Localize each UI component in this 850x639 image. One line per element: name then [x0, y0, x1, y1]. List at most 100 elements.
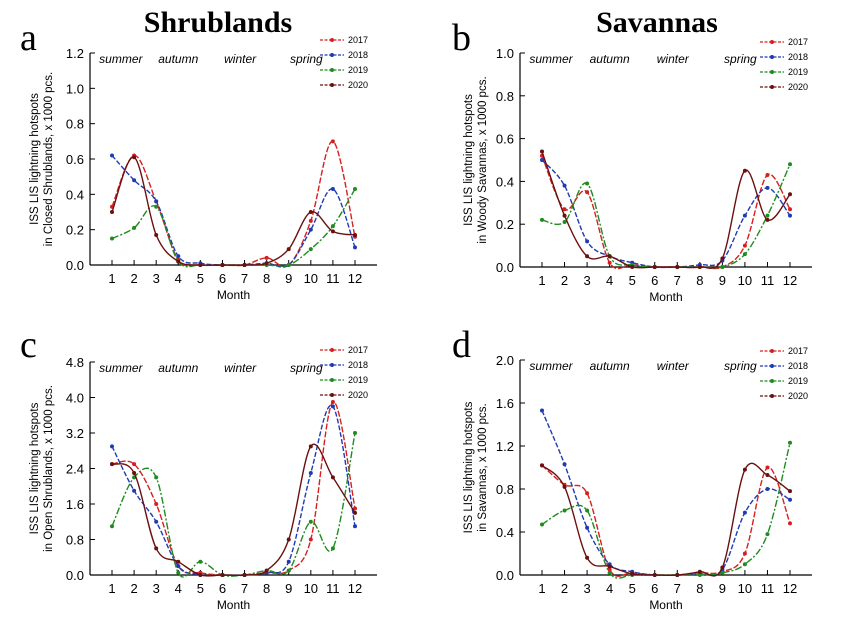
season-label-summer: summer [529, 52, 573, 66]
data-point-2020 [308, 444, 313, 449]
x-tick-label: 2 [561, 273, 568, 288]
x-tick-label: 8 [696, 581, 703, 596]
data-point-2020 [286, 247, 291, 252]
x-tick-label: 8 [263, 581, 270, 596]
y-axis-title: ISS LIS lightning hotspots in Savannas, x… [463, 401, 489, 533]
data-point-2020 [198, 263, 203, 267]
y-tick-label: 4.0 [66, 391, 84, 406]
data-point-2019 [110, 236, 114, 241]
season-label-autumn: autumn [590, 52, 630, 66]
data-point-2017 [308, 537, 313, 542]
y-tick-label: 2.0 [496, 353, 514, 368]
data-point-2019 [154, 204, 159, 209]
y-axis-title: ISS LIS lightning hotspots in Open Shrubl… [29, 385, 55, 552]
x-tick-label: 9 [285, 581, 292, 596]
season-label-winter: winter [657, 52, 690, 66]
data-point-2019 [330, 224, 335, 229]
x-tick-label: 10 [304, 271, 318, 286]
y-axis-title-line: ISS LIS lightning hotspots [29, 93, 41, 225]
series-line-2017 [111, 401, 356, 576]
season-label-spring: spring [724, 52, 757, 66]
legend-marker-2017 [330, 348, 334, 352]
data-point-2019 [132, 225, 137, 230]
x-tick-label: 2 [130, 581, 137, 596]
data-point-2018 [562, 183, 567, 188]
data-point-2020 [264, 261, 269, 266]
data-point-2020 [330, 475, 335, 480]
x-tick-label: 1 [108, 581, 115, 596]
data-point-2020 [630, 571, 635, 576]
data-point-2020 [652, 573, 657, 577]
legend-label-2018: 2018 [348, 360, 368, 370]
data-point-2020 [154, 546, 159, 551]
legend-label-2020: 2020 [788, 82, 808, 92]
data-point-2018 [132, 178, 137, 183]
data-point-2018 [176, 254, 181, 259]
x-tick-label: 6 [651, 581, 658, 596]
panel-letter: c [20, 324, 37, 366]
legend-marker-2019 [330, 378, 334, 382]
x-tick-label: 10 [738, 273, 752, 288]
data-point-2019 [308, 519, 313, 524]
x-tick-label: 3 [153, 581, 160, 596]
x-tick-label: 5 [629, 273, 636, 288]
panel-title: Shrublands [144, 6, 292, 39]
data-point-2020 [585, 254, 590, 259]
legend-marker-2018 [330, 53, 334, 57]
data-point-2018 [742, 510, 747, 515]
y-tick-label: 1.6 [66, 497, 84, 512]
x-tick-label: 9 [285, 271, 292, 286]
data-point-2018 [585, 525, 590, 530]
data-point-2018 [330, 404, 335, 409]
data-point-2017 [585, 190, 590, 195]
x-tick-label: 2 [561, 581, 568, 596]
x-tick-label: 1 [538, 581, 545, 596]
data-point-2020 [607, 564, 612, 569]
x-tick-label: 4 [606, 581, 613, 596]
data-point-2020 [540, 463, 544, 468]
x-tick-label: 5 [629, 581, 636, 596]
season-label-summer: summer [99, 361, 143, 375]
legend-label-2018: 2018 [788, 52, 808, 62]
x-tick-label: 7 [241, 271, 248, 286]
data-point-2020 [788, 192, 792, 197]
legend-label-2019: 2019 [348, 65, 368, 75]
season-label-autumn: autumn [590, 359, 630, 373]
chart-panel-d: d0.00.40.81.21.62.01 2 3 4 5 6 7 8 9 10 11 12MonthI… [452, 324, 812, 612]
data-point-2020 [132, 155, 137, 160]
series-line-2018 [541, 410, 791, 576]
data-point-2018 [765, 487, 770, 491]
data-point-2017 [132, 462, 137, 467]
panel-letter: b [452, 17, 471, 59]
data-point-2018 [353, 245, 357, 250]
legend-marker-2019 [330, 68, 334, 72]
y-tick-label: 1.0 [496, 46, 514, 61]
x-tick-label: 12 [783, 581, 797, 596]
y-axis-title-line: in Closed Shrublands, x 1000 pcs. [43, 72, 55, 247]
data-point-2017 [765, 172, 770, 177]
data-point-2020 [540, 149, 544, 154]
y-tick-label: 0.0 [66, 568, 84, 583]
data-point-2020 [652, 265, 657, 269]
y-tick-label: 1.6 [496, 396, 514, 411]
legend-label-2020: 2020 [348, 80, 368, 90]
data-point-2018 [110, 153, 114, 158]
data-point-2018 [540, 158, 544, 162]
data-point-2017 [788, 521, 792, 526]
x-axis-title: Month [217, 598, 250, 612]
season-label-spring: spring [290, 52, 323, 66]
panel-letter: a [20, 17, 37, 59]
data-point-2020 [220, 573, 225, 577]
data-point-2020 [675, 573, 680, 577]
x-tick-label: 6 [219, 581, 226, 596]
panel-title: Savannas [596, 6, 718, 39]
x-tick-label: 4 [175, 271, 182, 286]
data-point-2019 [742, 252, 747, 257]
x-tick-label: 11 [326, 581, 340, 596]
x-tick-label: 1 [538, 273, 545, 288]
y-tick-label: 0.0 [496, 260, 514, 275]
data-point-2018 [540, 408, 544, 413]
legend-marker-2020 [770, 394, 774, 398]
data-point-2020 [720, 565, 725, 570]
